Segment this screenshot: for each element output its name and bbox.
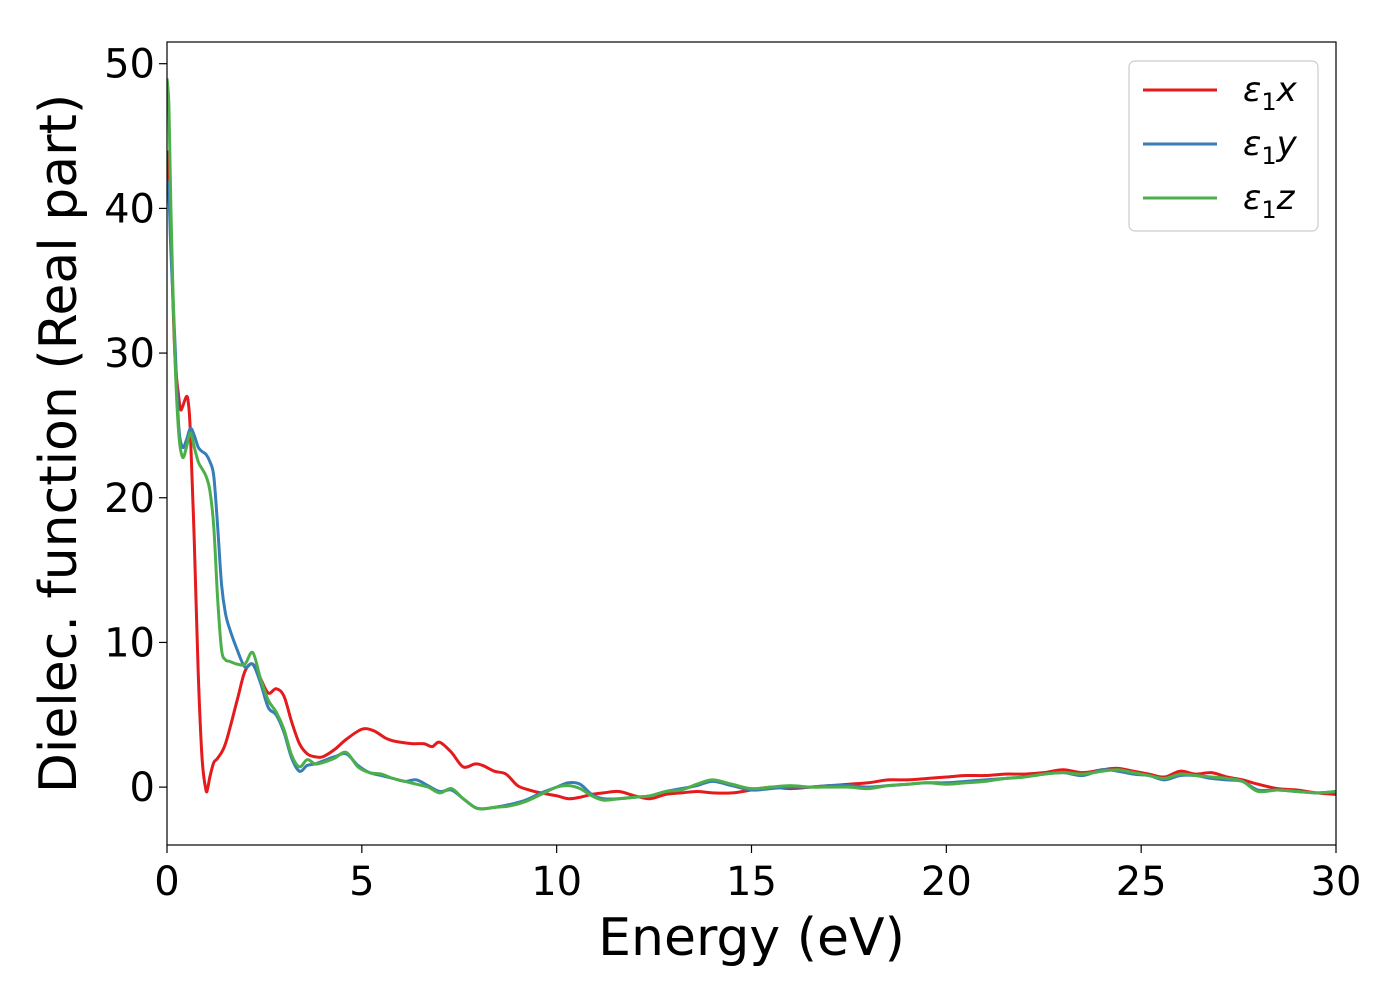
x-tick-label: 15 — [726, 859, 777, 905]
y-tick-label: 0 — [130, 765, 155, 811]
x-tick-label: 25 — [1116, 859, 1167, 905]
legend-label-subscript: 1 — [1261, 88, 1276, 116]
x-axis-label: Energy (eV) — [598, 908, 905, 968]
legend-label-suffix: y — [1276, 124, 1298, 164]
x-tick-label: 5 — [349, 859, 374, 905]
legend-label-suffix: x — [1276, 70, 1298, 110]
legend-label-suffix: z — [1276, 178, 1296, 218]
y-tick-label: 40 — [104, 186, 155, 232]
x-tick-label: 30 — [1311, 859, 1362, 905]
legend-label-base: ε — [1243, 178, 1261, 218]
y-axis-label: Dielec. function (Real part) — [29, 94, 89, 793]
series-line-y — [167, 179, 1336, 811]
y-tick-label: 10 — [104, 620, 155, 666]
legend-label-subscript: 1 — [1261, 196, 1276, 224]
legend-label-subscript: 1 — [1261, 142, 1276, 170]
legend-label-y: ε1y — [1243, 124, 1298, 170]
legend-label-z: ε1z — [1243, 178, 1296, 224]
x-tick-label: 10 — [531, 859, 582, 905]
y-tick-label: 20 — [104, 476, 155, 522]
legend-label-x: ε1x — [1243, 70, 1298, 116]
legend-box — [1128, 60, 1319, 232]
series-line-z — [167, 78, 1336, 811]
ticks-layer: 0 5 10 15 20 25 30 0 10 20 30 40 50 — [104, 42, 1361, 905]
x-tick-label: 0 — [154, 859, 179, 905]
legend-label-base: ε — [1243, 70, 1261, 110]
legend-label-base: ε — [1243, 124, 1261, 164]
y-tick-label: 50 — [104, 42, 155, 88]
y-tick-label: 30 — [104, 331, 155, 377]
series-layer — [167, 78, 1336, 811]
x-tick-label: 20 — [921, 859, 972, 905]
series-line-x — [167, 150, 1336, 801]
